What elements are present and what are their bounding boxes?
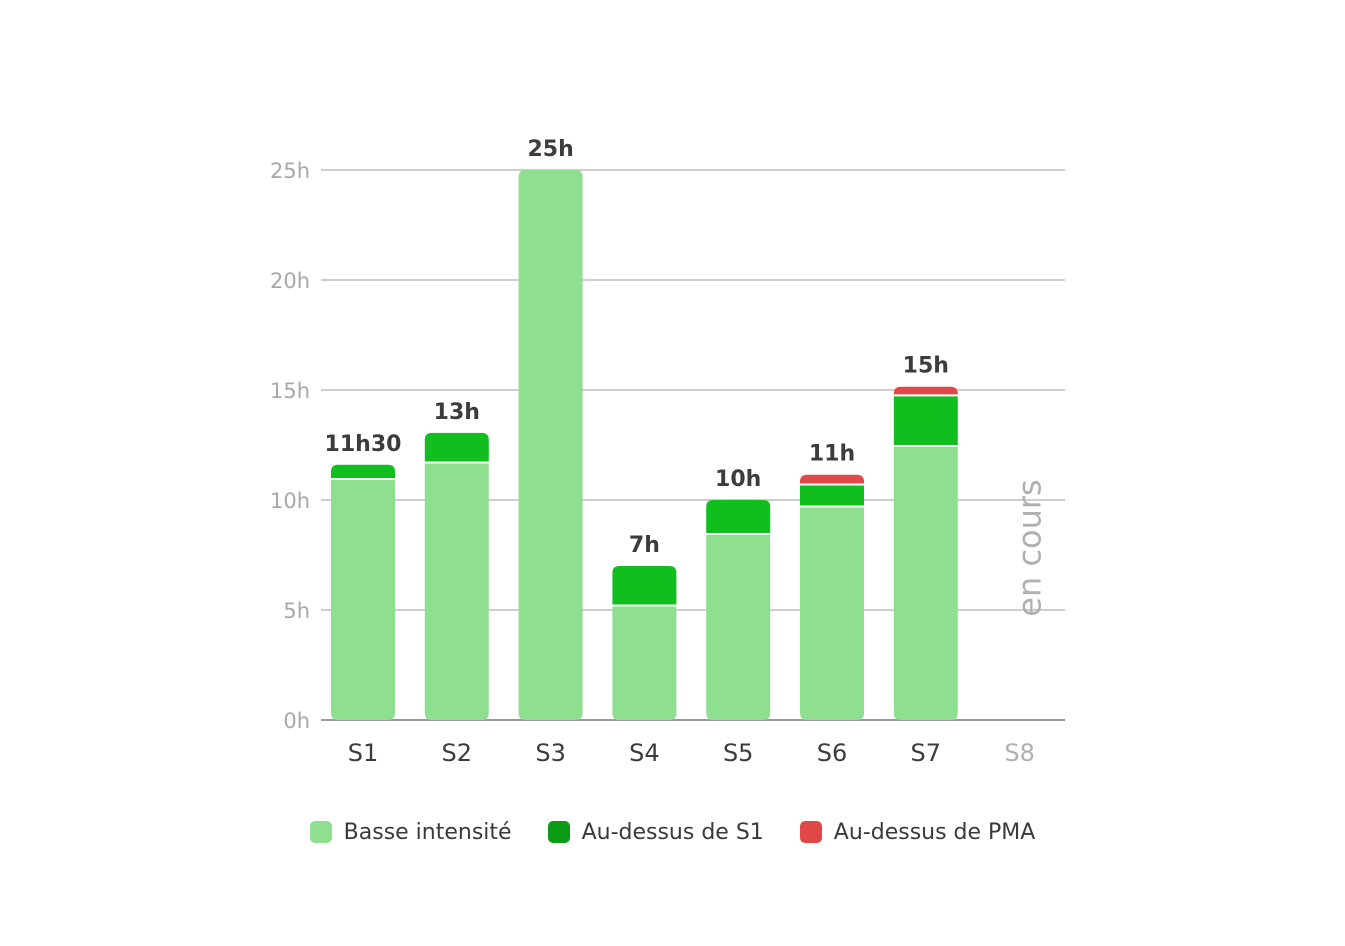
bar-S1-segment-1 <box>331 480 395 720</box>
y-tick-label: 20h <box>270 269 310 293</box>
legend-swatch-above-s1 <box>547 821 570 843</box>
total-label-S4: 7h <box>629 533 660 558</box>
bar-S1-segment-2 <box>331 464 395 478</box>
y-tick-label: 15h <box>270 379 310 403</box>
total-labels: 11h30 13h 25h 7h 10h 11h 15h <box>325 137 949 558</box>
bar-S7-segment-2 <box>893 396 958 445</box>
x-tick-label-S6: S6 <box>817 739 848 767</box>
x-tick-label-S4: S4 <box>629 739 660 767</box>
bars <box>331 170 958 720</box>
y-tick-label: 5h <box>283 599 310 623</box>
total-label-S1: 11h30 <box>325 432 402 457</box>
legend: Basse intensité Au-dessus de S1 Au-dessu… <box>0 814 1345 850</box>
bar-S6-segment-3 <box>800 474 864 484</box>
total-label-S3: 25h <box>527 137 573 162</box>
bar-S7-segment-1 <box>893 447 958 720</box>
bar-S2-segment-1 <box>424 463 489 720</box>
y-axis-ticks: 0h 5h 10h 15h 20h 25h <box>270 159 310 733</box>
total-label-S5: 10h <box>715 467 761 492</box>
current-week-label: en cours <box>1011 479 1049 616</box>
x-axis-ticks: S1 S2 S3 S4 S5 S6 S7 S8 <box>348 739 1035 767</box>
x-tick-label-S1: S1 <box>348 739 379 767</box>
bar-S6-segment-2 <box>800 485 864 506</box>
y-tick-label: 0h <box>283 709 310 733</box>
x-tick-label-S7: S7 <box>911 739 942 767</box>
total-label-S2: 13h <box>434 400 480 425</box>
bar-S5-segment-1 <box>706 535 771 720</box>
x-tick-label-S5: S5 <box>723 739 754 767</box>
bar-S3-segment-1 <box>518 170 583 720</box>
legend-swatch-low-intensity <box>309 821 332 843</box>
bar-S2-segment-2 <box>424 432 489 462</box>
legend-label-above-s1: Au-dessus de S1 <box>581 819 764 845</box>
total-label-S7: 15h <box>903 354 949 379</box>
x-tick-label-S3: S3 <box>535 739 566 767</box>
legend-item-low-intensity: Basse intensité <box>309 819 512 845</box>
total-label-S6: 11h <box>809 442 855 467</box>
bar-S6-segment-1 <box>800 507 864 720</box>
legend-label-above-pma: Au-dessus de PMA <box>833 819 1036 845</box>
bar-S5-segment-2 <box>706 500 771 533</box>
bar-S7-segment-3 <box>893 386 958 395</box>
legend-label-low-intensity: Basse intensité <box>343 819 512 845</box>
x-tick-label-S8: S8 <box>1004 739 1035 767</box>
legend-item-above-s1: Au-dessus de S1 <box>547 819 764 845</box>
y-tick-label: 25h <box>270 159 310 183</box>
y-tick-label: 10h <box>270 489 310 513</box>
legend-swatch-above-pma <box>799 821 822 843</box>
bar-S4-segment-2 <box>612 566 677 605</box>
legend-item-above-pma: Au-dessus de PMA <box>799 819 1036 845</box>
x-tick-label-S2: S2 <box>442 739 473 767</box>
bar-S4-segment-1 <box>612 606 677 720</box>
